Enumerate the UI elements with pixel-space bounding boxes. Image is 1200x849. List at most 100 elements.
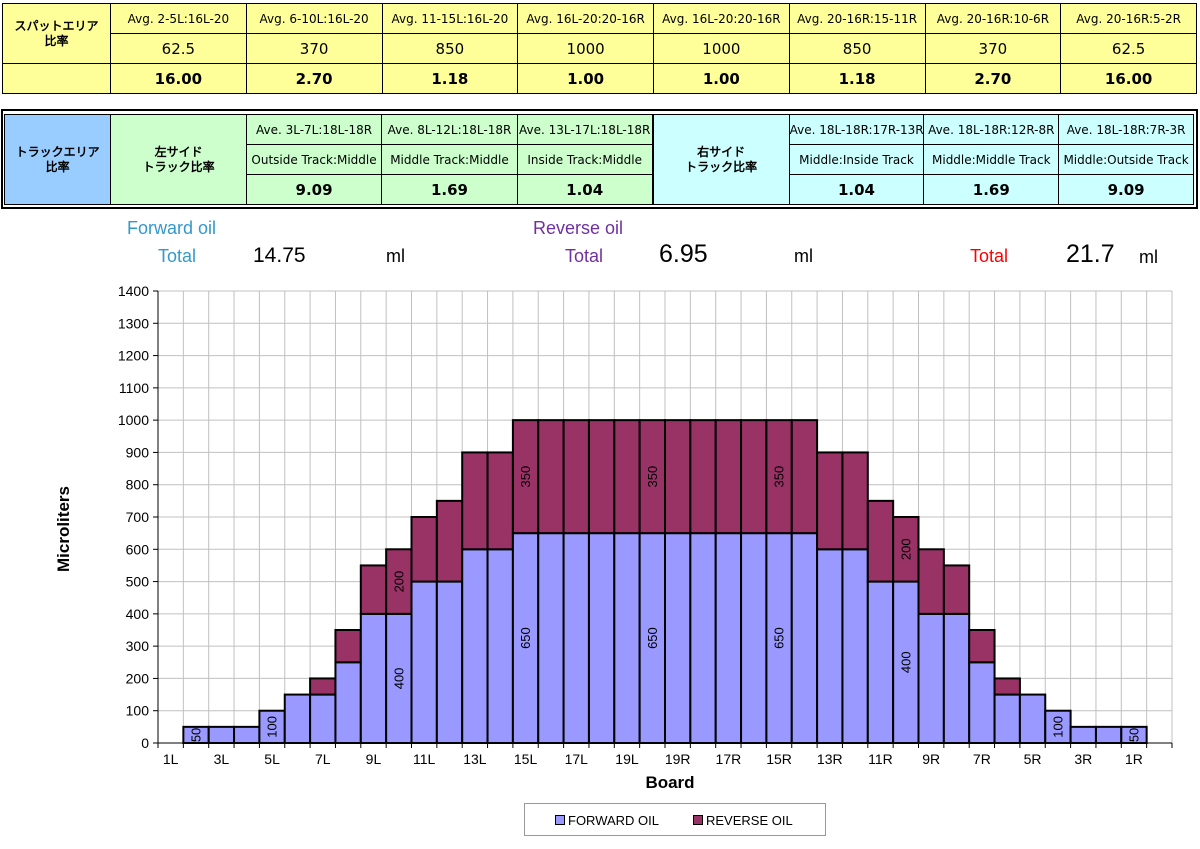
legend-label-reverse: REVERSE OIL (706, 813, 793, 828)
y-tick-label: 1400 (118, 283, 149, 299)
grand-total-value: 21.7 (1066, 240, 1115, 268)
x-tick-label: 9L (366, 751, 382, 767)
forward-oil-bar (993, 693, 1021, 744)
right-track-header: Ave. 18L-18R:7R-3R (1058, 114, 1194, 145)
left-side-label-line1: 左サイド (154, 144, 203, 159)
y-tick-label: 1000 (118, 412, 149, 428)
x-tick-label: 5R (1024, 751, 1042, 767)
chart-legend: FORWARD OIL REVERSE OIL (524, 803, 826, 836)
data-label: 650 (645, 627, 660, 649)
right-track-ratio: 1.04 (788, 174, 925, 205)
forward-oil-bar (258, 709, 286, 745)
forward-oil-bar (1018, 693, 1047, 744)
forward-oil-bar (1069, 725, 1097, 744)
forward-oil-title: Forward oil (127, 218, 217, 238)
spot-ratio: 2.70 (924, 63, 1062, 94)
spot-ratio: 1.00 (517, 63, 654, 94)
data-label: 50 (189, 728, 204, 742)
x-tick-label: 17L (565, 751, 589, 767)
left-track-header: Ave. 13L-17L:18L-18R (516, 114, 654, 145)
y-tick-label: 0 (141, 735, 149, 751)
forward-oil-bar (841, 548, 869, 744)
track-area-frame (1, 109, 1198, 209)
data-label: 50 (1126, 728, 1141, 742)
forward-oil-bar (537, 532, 565, 745)
forward-oil-bar (587, 532, 616, 745)
data-label: 400 (898, 651, 913, 673)
forward-oil-bar (410, 580, 438, 744)
reverse-oil-bar (993, 677, 1021, 696)
x-tick-label: 7L (315, 751, 331, 767)
spot-header: Avg. 11-15L:16L-20 (381, 3, 519, 34)
x-tick-label: 15R (766, 751, 792, 767)
right-track-type: Middle:Outside Track (1058, 144, 1194, 175)
left-track-header: Ave. 8L-12L:18L-18R (381, 114, 518, 145)
y-tick-label: 1200 (118, 348, 149, 364)
reverse-oil-bar (486, 451, 514, 551)
right-side-label-line2: トラック比率 (685, 159, 758, 174)
right-side-label-line1: 右サイド (697, 144, 746, 159)
forward-oil-bar (714, 532, 743, 745)
spot-ratio: 2.70 (245, 63, 383, 94)
spot-ratio: 16.00 (110, 63, 247, 94)
y-tick-label: 200 (126, 670, 150, 686)
spot-area-label-line1: スパットエリア (14, 18, 99, 33)
x-tick-label: 15L (514, 751, 538, 767)
reverse-oil-bar (638, 419, 667, 535)
legend-item-forward: FORWARD OIL (555, 813, 659, 828)
spot-value: 1000 (517, 33, 654, 64)
reverse-oil-bar (309, 677, 337, 696)
y-tick-label: 800 (126, 477, 150, 493)
reverse-oil-bar (537, 419, 565, 535)
left-track-ratio: 1.69 (381, 174, 518, 205)
reverse-oil-bar (435, 499, 464, 583)
spot-value: 370 (245, 33, 383, 64)
reverse-oil-bar (613, 419, 641, 535)
spot-header: Avg. 20-16R:5-2R (1060, 3, 1197, 34)
legend-item-reverse: REVERSE OIL (693, 813, 793, 828)
forward-oil-bar (790, 532, 819, 745)
forward-oil-bar (283, 693, 312, 744)
data-label: 650 (772, 627, 787, 649)
data-label: 200 (391, 571, 406, 593)
x-tick-label: 1R (1125, 751, 1143, 767)
legend-swatch-reverse (693, 815, 703, 825)
reverse-oil-bar (562, 419, 590, 535)
x-tick-label: 1L (163, 751, 179, 767)
left-side-label: 左サイド トラック比率 (110, 114, 247, 205)
reverse-oil-bar (841, 451, 869, 551)
spot-header: Avg. 20-16R:10-6R (924, 3, 1062, 34)
y-tick-label: 100 (126, 703, 150, 719)
legend-swatch-forward (555, 815, 565, 825)
y-tick-label: 1100 (119, 380, 149, 396)
spot-ratio: 1.18 (788, 63, 926, 94)
y-tick-label: 400 (126, 606, 150, 622)
right-track-ratio: 9.09 (1058, 174, 1194, 205)
y-tick-label: 500 (126, 574, 150, 590)
forward-total-value: 14.75 (253, 244, 306, 267)
forward-oil-bar (968, 661, 996, 744)
y-tick-label: 300 (126, 638, 150, 654)
y-tick-label: 1300 (118, 315, 149, 331)
data-label: 400 (391, 668, 406, 690)
track-area-label: トラックエリア 比率 (3, 114, 112, 205)
x-tick-label: 19L (615, 751, 639, 767)
reverse-oil-bar (587, 419, 616, 535)
forward-oil-bar (866, 580, 895, 744)
reverse-total-unit: ml (794, 246, 813, 266)
y-tick-label: 600 (126, 541, 150, 557)
reverse-total-value: 6.95 (659, 240, 708, 268)
reverse-oil-bar (359, 564, 388, 615)
spot-area-label: スパットエリア 比率 (2, 3, 111, 64)
spot-ratio: 1.00 (653, 63, 790, 94)
forward-oil-bar (1094, 725, 1123, 744)
forward-oil-bar (664, 532, 692, 745)
data-label: 200 (898, 538, 913, 560)
reverse-oil-bar (740, 419, 768, 535)
left-track-ratio: 1.04 (516, 174, 654, 205)
y-tick-label: 900 (126, 444, 150, 460)
spot-header: Avg. 6-10L:16L-20 (245, 3, 383, 34)
y-tick-label: 700 (126, 509, 150, 525)
y-axis-title: Microliters (54, 486, 73, 572)
